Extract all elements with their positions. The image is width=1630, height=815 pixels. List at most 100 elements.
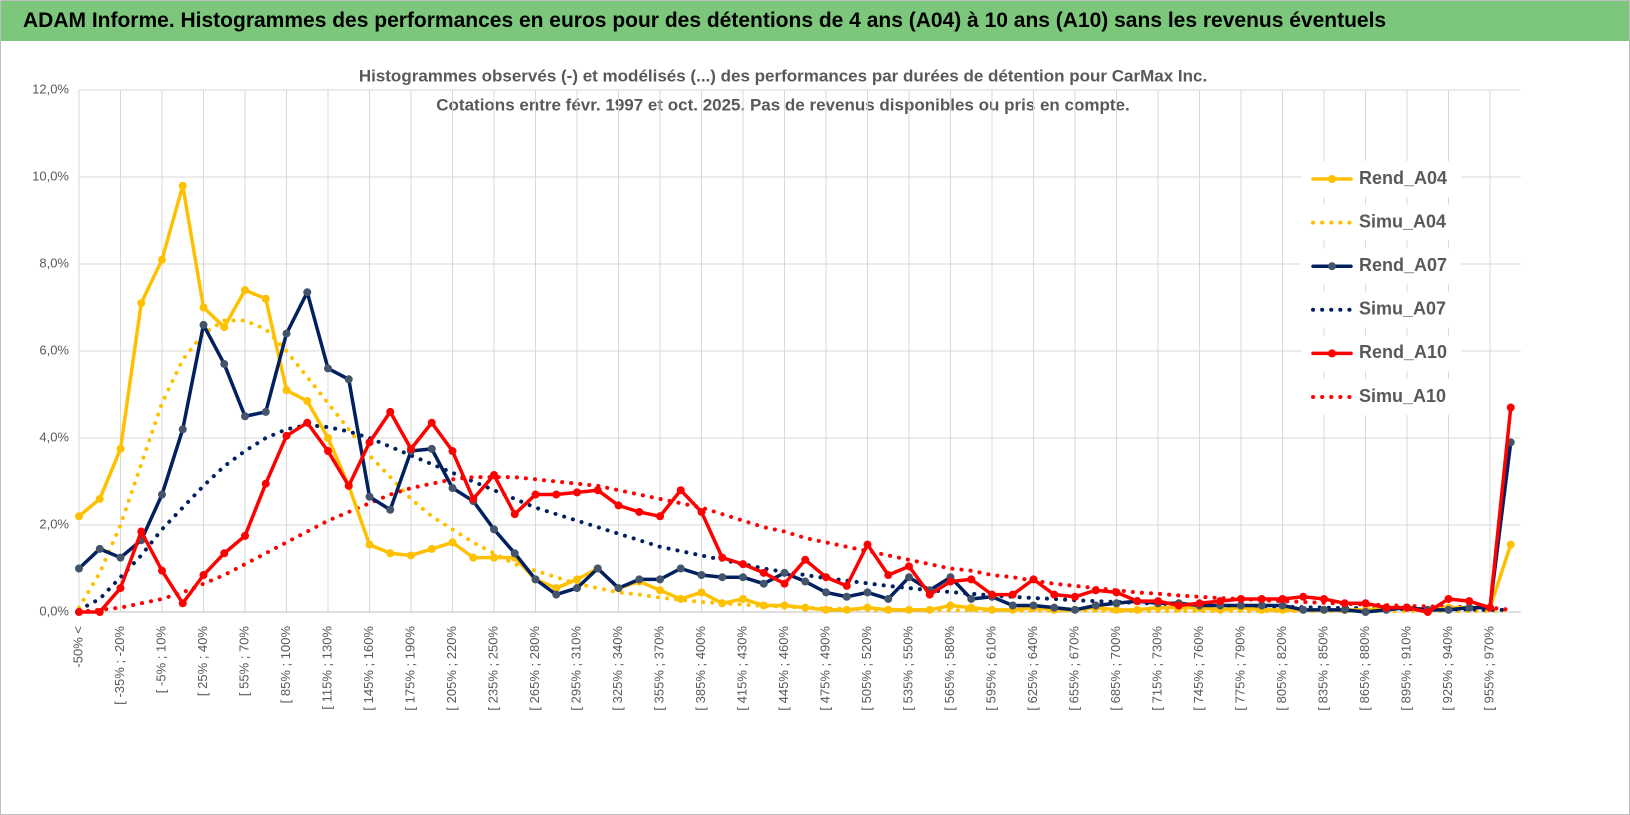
data-point: [1050, 603, 1059, 612]
data-point: [822, 588, 830, 597]
data-point: [261, 407, 270, 416]
x-tick-label: [ 475% ; 490%: [817, 626, 832, 711]
data-point: [988, 590, 996, 599]
data-point: [1008, 601, 1017, 610]
data-point: [739, 594, 747, 603]
data-point: [95, 608, 104, 616]
data-point: [95, 494, 104, 503]
data-point: [801, 577, 810, 586]
data-point: [386, 505, 395, 514]
legend-bg: [1301, 379, 1461, 415]
data-point: [676, 594, 685, 603]
data-point: [863, 540, 872, 549]
data-point: [261, 479, 270, 488]
data-point: [1237, 594, 1245, 603]
data-point: [75, 564, 83, 573]
data-point: [780, 579, 789, 588]
data-point: [324, 364, 332, 373]
x-tick-label: [ 85% ; 100%: [278, 626, 293, 704]
x-tick-label: [ 925% ; 940%: [1440, 626, 1455, 711]
x-tick-label: -50% <: [70, 626, 85, 668]
data-point: [137, 299, 146, 308]
legend-marker: [1328, 262, 1336, 271]
data-point: [178, 425, 187, 434]
data-point: [1112, 605, 1121, 614]
x-tick-label: [ 745% ; 760%: [1191, 626, 1206, 711]
x-tick-label: [ 295% ; 310%: [568, 626, 583, 711]
x-tick-label: [ -5% ; 10%: [153, 626, 168, 694]
legend-label: Simu_A07: [1359, 299, 1446, 319]
data-point: [1237, 601, 1245, 610]
data-point: [1423, 608, 1432, 616]
legend-marker: [1328, 175, 1336, 183]
data-point: [1320, 594, 1328, 603]
data-point: [863, 603, 872, 612]
data-point: [656, 512, 664, 521]
legend-label: Rend_A07: [1359, 255, 1447, 275]
data-point: [1174, 601, 1183, 610]
x-tick-label: [ 445% ; 460%: [776, 626, 791, 711]
data-point: [718, 553, 727, 562]
chart-subtitle: Cotations entre févr. 1997 et oct. 2025.…: [436, 95, 1129, 114]
data-point: [386, 549, 395, 558]
data-point: [697, 571, 706, 580]
legend-label: Simu_A04: [1359, 211, 1446, 231]
data-point: [967, 603, 976, 612]
data-point: [656, 586, 664, 595]
data-point: [718, 599, 727, 608]
data-point: [863, 588, 872, 597]
data-point: [1465, 597, 1474, 606]
series-line: [77, 183, 1513, 612]
data-point: [386, 407, 395, 416]
data-point: [1444, 594, 1453, 603]
data-point: [137, 527, 146, 536]
data-point: [884, 605, 893, 614]
data-point: [1506, 403, 1515, 412]
x-tick-label: [ -35% ; -20%: [112, 626, 127, 705]
data-point: [324, 447, 332, 456]
data-point: [1340, 605, 1349, 614]
data-point: [241, 286, 249, 295]
data-point: [1091, 601, 1100, 610]
data-point: [656, 575, 664, 584]
x-tick-label: [ 265% ; 280%: [527, 626, 542, 711]
y-tick-label: 6,0%: [39, 342, 69, 357]
data-point: [552, 590, 561, 599]
data-point: [116, 553, 125, 562]
data-point: [593, 564, 602, 573]
data-point: [303, 418, 312, 427]
legend-bg: [1301, 291, 1461, 328]
data-point: [573, 584, 581, 593]
data-point: [344, 481, 353, 490]
data-point: [469, 494, 478, 503]
data-point: [365, 540, 374, 549]
data-point: [178, 181, 187, 190]
data-point: [158, 255, 166, 264]
data-point: [925, 605, 934, 614]
x-tick-label: [ 955% ; 970%: [1481, 626, 1496, 711]
data-point: [1133, 597, 1142, 606]
data-point: [946, 577, 955, 586]
x-tick-label: [ 775% ; 790%: [1232, 626, 1247, 711]
data-point: [324, 434, 332, 442]
data-point: [801, 603, 810, 612]
data-point: [1008, 590, 1017, 599]
data-point: [1340, 599, 1349, 608]
legend-bg: [1301, 204, 1461, 241]
data-point: [676, 486, 685, 495]
legend-label: Simu_A10: [1359, 386, 1446, 406]
data-point: [1382, 603, 1391, 612]
data-point: [75, 608, 83, 616]
data-point: [490, 553, 498, 562]
data-point: [1091, 586, 1100, 595]
data-point: [842, 592, 851, 601]
data-point: [635, 575, 644, 584]
data-point: [220, 549, 229, 558]
y-tick-label: 2,0%: [39, 516, 69, 531]
data-point: [469, 553, 478, 562]
data-point: [842, 605, 851, 614]
data-point: [1050, 590, 1059, 599]
data-point: [614, 584, 623, 593]
data-point: [822, 573, 830, 582]
data-point: [282, 329, 291, 338]
